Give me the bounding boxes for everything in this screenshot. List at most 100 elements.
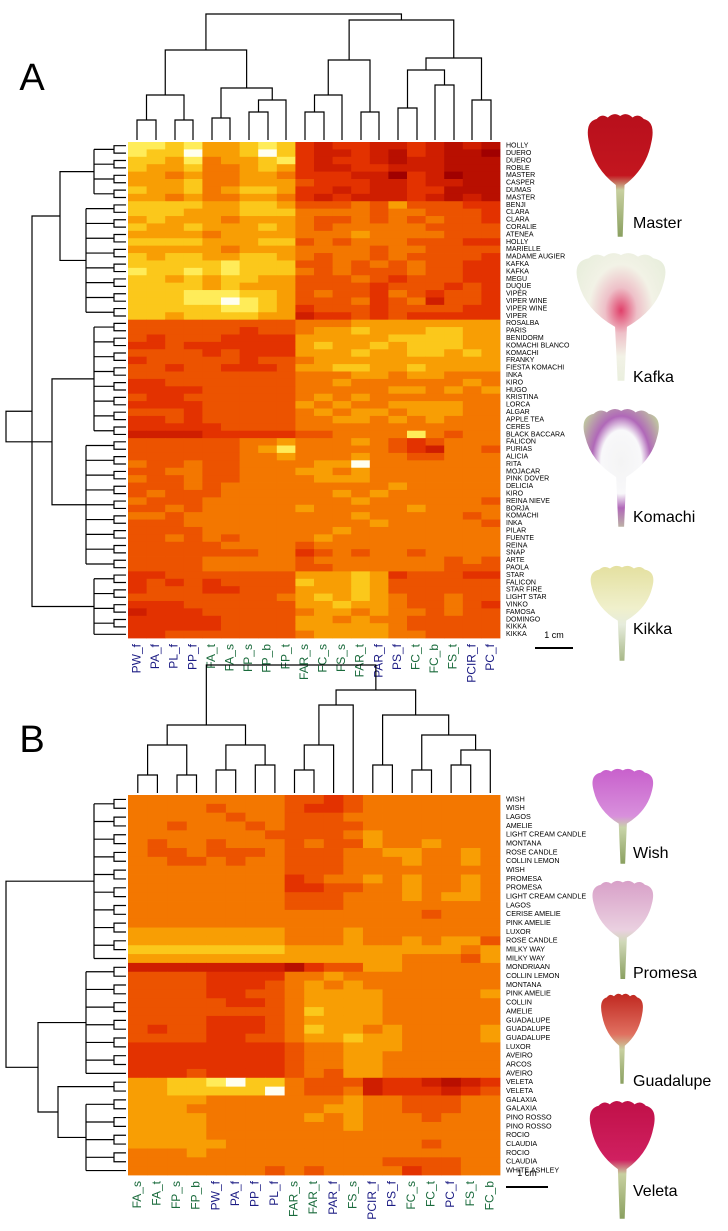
heatmap-cell xyxy=(481,430,501,439)
heatmap-cell xyxy=(351,526,371,535)
heatmap-cell xyxy=(362,936,383,946)
row-label: PILAR xyxy=(506,528,526,535)
heatmap-cell xyxy=(304,1051,325,1061)
heatmap-cell xyxy=(421,1033,442,1043)
heatmap-cell xyxy=(128,1166,148,1176)
heatmap-cell xyxy=(304,1139,325,1149)
heatmap-cell xyxy=(323,1104,344,1114)
row-dendrogram xyxy=(113,887,126,898)
column-label: FC_s xyxy=(404,1181,418,1210)
heatmap-cell xyxy=(258,349,278,358)
heatmap-cell xyxy=(444,497,464,506)
row-label: AVEIRO xyxy=(506,1068,533,1077)
heatmap-cell xyxy=(146,623,166,631)
row-dendrogram xyxy=(113,307,126,317)
heatmap-cell xyxy=(481,630,501,639)
heatmap-cell xyxy=(332,600,352,609)
heatmap-cell xyxy=(276,156,296,165)
heatmap-cell xyxy=(343,909,364,920)
heatmap-cell xyxy=(186,1086,207,1096)
heatmap-cell xyxy=(332,327,352,335)
heatmap-cell xyxy=(239,445,259,454)
heatmap-cell xyxy=(425,593,445,602)
heatmap-cell xyxy=(407,216,426,224)
heatmap-cell xyxy=(239,208,259,217)
heatmap-cell xyxy=(323,918,344,928)
heatmap-cell xyxy=(239,549,259,557)
row-dendrogram xyxy=(113,204,126,213)
heatmap-cell xyxy=(351,600,371,609)
heatmap-cell xyxy=(407,423,426,432)
heatmap-cell xyxy=(167,945,188,955)
heatmap-cell xyxy=(481,327,501,335)
heatmap-cell xyxy=(388,238,408,247)
heatmap-cell xyxy=(225,945,246,955)
heatmap-cell xyxy=(186,1015,207,1026)
heatmap-cell xyxy=(481,238,501,247)
heatmap-cell xyxy=(480,803,501,814)
heatmap-cell xyxy=(186,812,207,822)
heatmap-cell xyxy=(284,839,305,849)
heatmap-cell xyxy=(407,312,426,321)
heatmap-cell xyxy=(388,586,408,594)
column-dendrogram xyxy=(176,774,198,793)
heatmap-cell xyxy=(146,526,166,535)
heatmap-cell xyxy=(425,489,445,498)
heatmap-cell xyxy=(245,945,266,955)
row-label: WISH xyxy=(506,865,525,874)
heatmap-cell xyxy=(128,371,147,380)
heatmap-cell xyxy=(421,1139,442,1149)
heatmap-cell xyxy=(146,586,166,594)
heatmap-cell xyxy=(362,1130,383,1141)
heatmap-cell xyxy=(128,438,147,446)
heatmap-cell xyxy=(332,623,352,631)
heatmap-cell xyxy=(258,275,278,284)
heatmap-cell xyxy=(388,549,408,557)
heatmap-cell xyxy=(183,415,203,424)
row-dendrogram xyxy=(113,159,126,169)
heatmap-cell xyxy=(147,803,168,814)
heatmap-cell xyxy=(462,563,482,572)
heatmap-cell xyxy=(183,482,203,491)
heatmap-cell xyxy=(239,149,259,158)
heatmap-cell xyxy=(284,1060,305,1070)
heatmap-cell xyxy=(128,423,147,432)
heatmap-cell xyxy=(276,623,296,631)
heatmap-cell xyxy=(167,1077,188,1088)
heatmap-cell xyxy=(323,962,344,973)
heatmap-cell xyxy=(221,415,240,424)
heatmap-cell xyxy=(221,319,240,328)
heatmap-cell xyxy=(239,327,259,335)
heatmap-cell xyxy=(481,593,501,602)
heatmap-cell xyxy=(462,630,482,639)
heatmap-cell xyxy=(165,142,185,150)
heatmap-cell xyxy=(481,393,501,402)
heatmap-cell xyxy=(146,445,166,454)
heatmap-cell xyxy=(425,482,445,491)
heatmap-cell xyxy=(481,556,501,565)
heatmap-cell xyxy=(206,1139,227,1149)
heatmap-cell xyxy=(239,334,259,343)
heatmap-cell xyxy=(481,586,501,594)
heatmap-cell xyxy=(369,223,389,232)
heatmap-cell xyxy=(407,489,426,498)
heatmap-cell xyxy=(225,1121,246,1132)
row-dendrogram xyxy=(113,851,126,862)
heatmap-cell xyxy=(295,393,315,402)
heatmap-cell xyxy=(407,415,426,424)
heatmap-cell xyxy=(186,848,207,858)
heatmap-cell xyxy=(202,615,222,624)
heatmap-cell xyxy=(343,927,364,937)
heatmap-cell xyxy=(258,319,278,328)
heatmap-cell xyxy=(221,512,240,520)
heatmap-cell xyxy=(388,600,408,609)
heatmap-cell xyxy=(165,563,185,572)
heatmap-cell xyxy=(146,415,166,424)
heatmap-cell xyxy=(276,415,296,424)
heatmap-cell xyxy=(332,630,352,639)
heatmap-cell xyxy=(284,848,305,858)
heatmap-cell xyxy=(206,918,227,928)
heatmap-cell xyxy=(146,452,166,461)
heatmap-cell xyxy=(146,179,166,187)
heatmap-cell xyxy=(304,1024,325,1035)
